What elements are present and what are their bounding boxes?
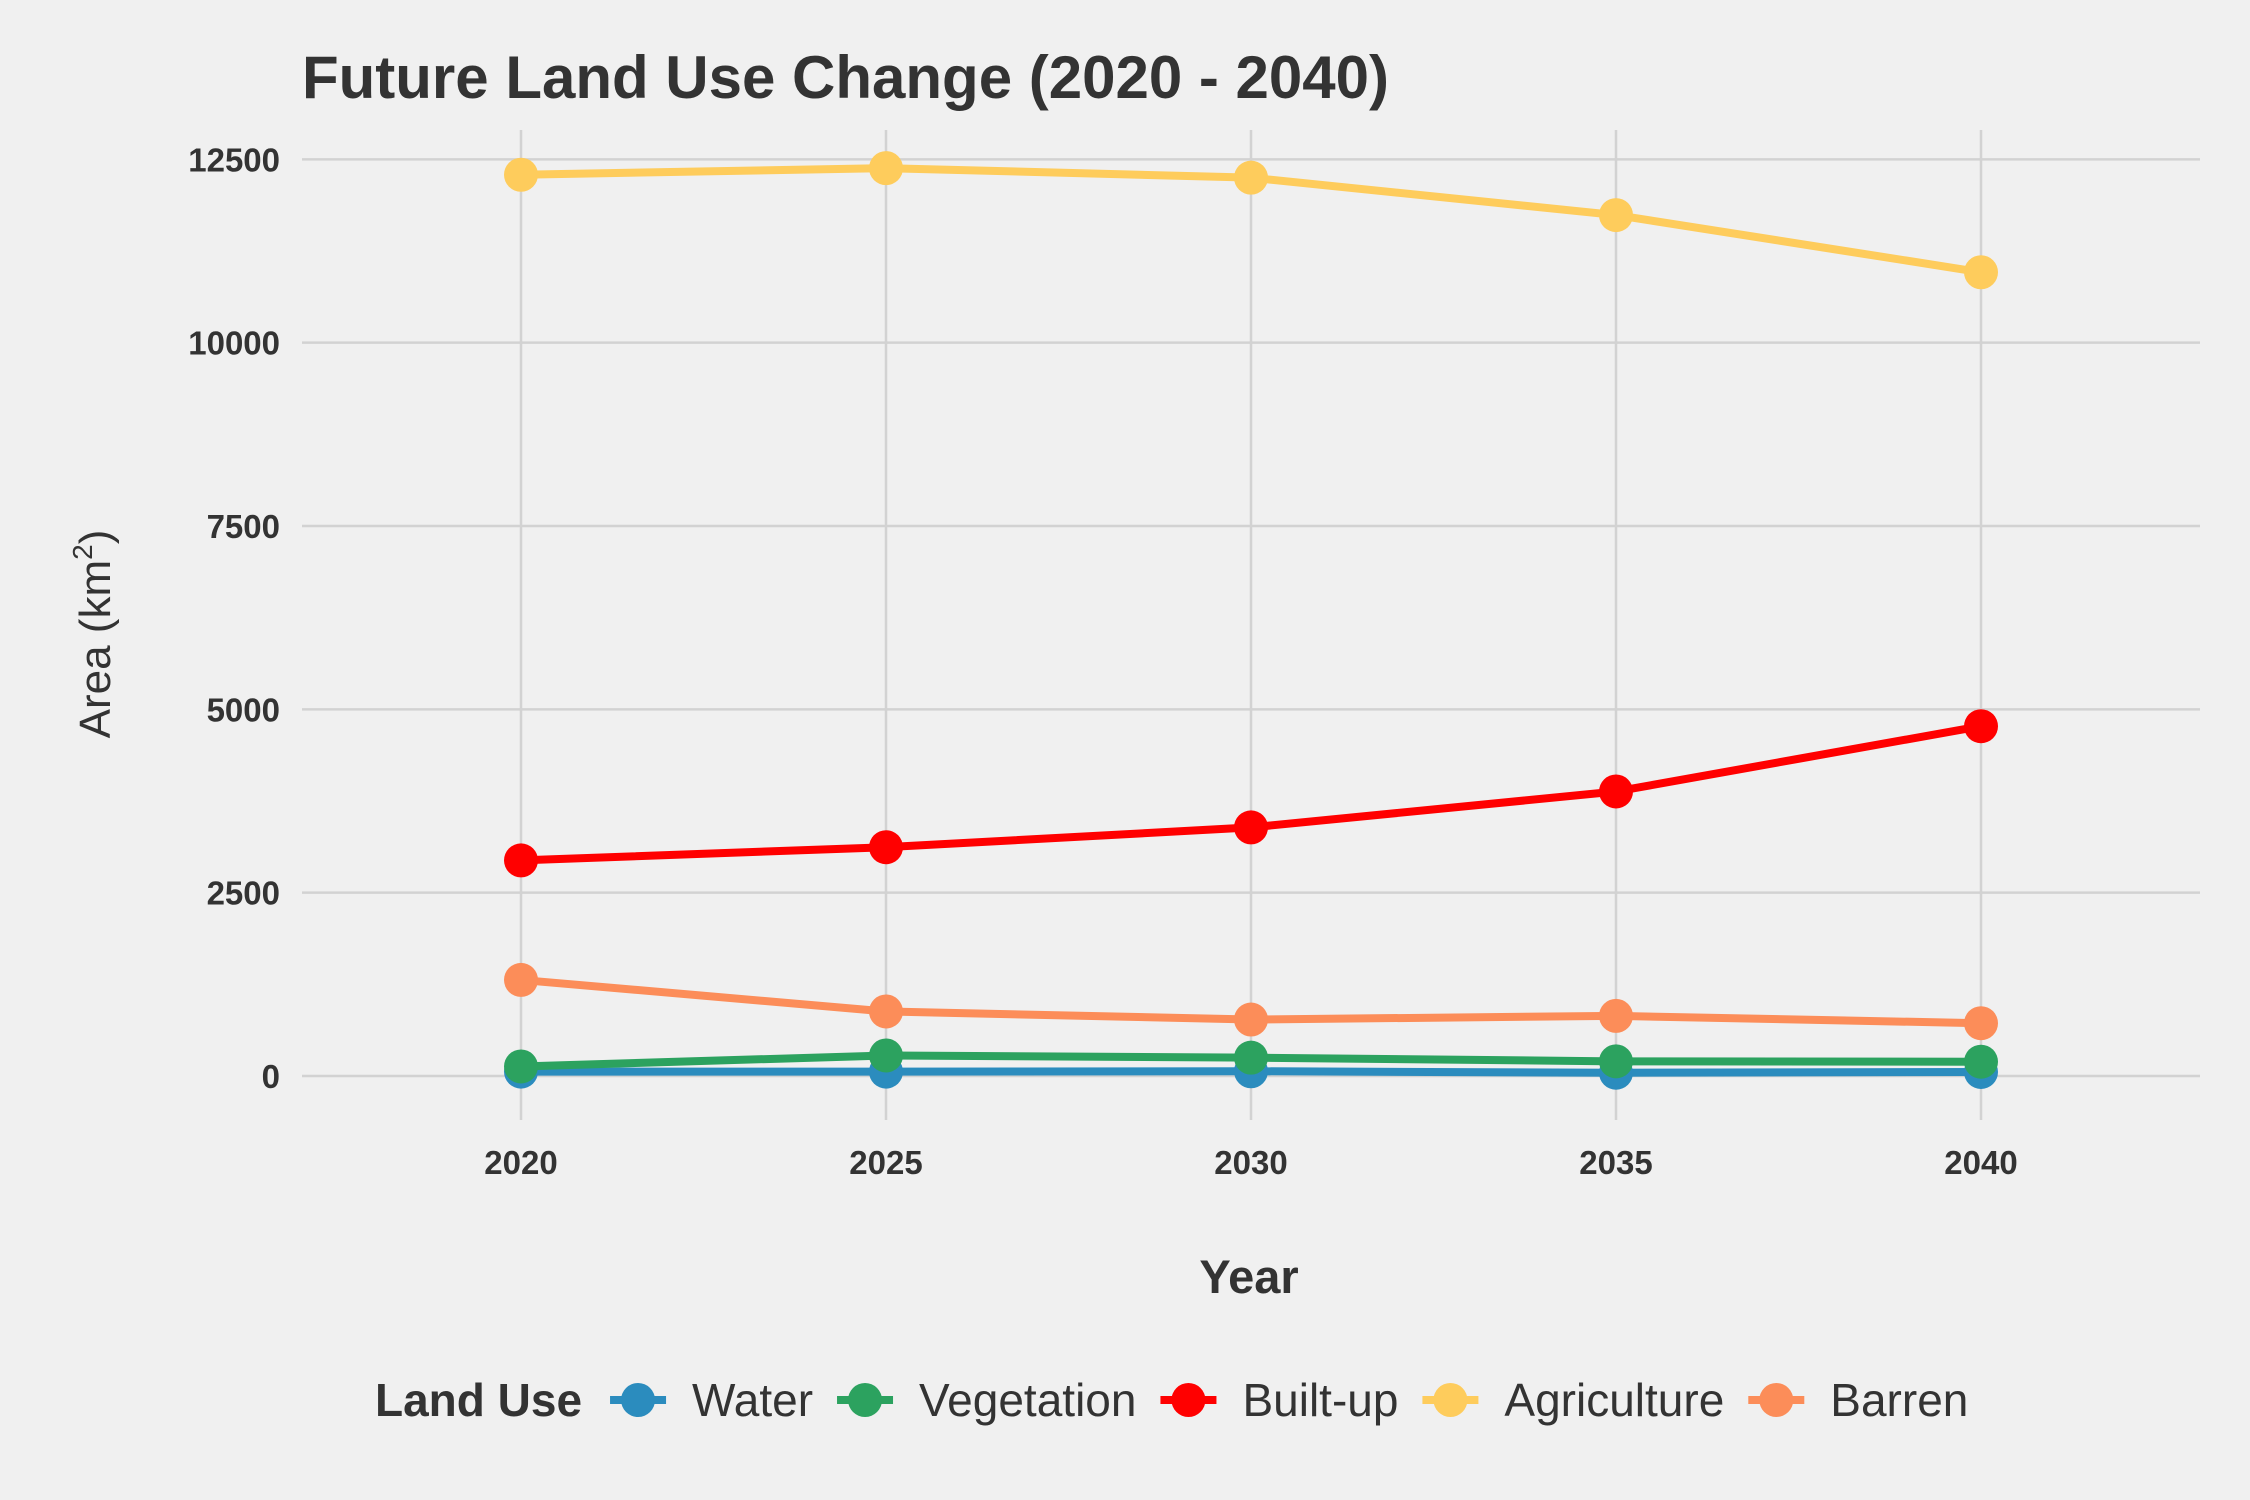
legend-key-marker [1433,1383,1468,1417]
legend-label: Water [692,1374,813,1426]
legend-key-marker [621,1383,656,1417]
data-point-built-up-2020 [504,843,538,878]
data-point-barren-2020 [504,962,538,997]
data-point-barren-2025 [869,994,903,1029]
y-tick-label: 10000 [188,325,280,362]
data-point-barren-2030 [1234,1002,1268,1037]
legend-key-marker [1171,1383,1206,1417]
legend-item-barren: Barren [1748,1374,1968,1426]
series-built-up [504,709,1998,878]
legend-key-marker [1759,1383,1794,1417]
data-point-vegetation-2040 [1964,1044,1998,1079]
legend-label: Agriculture [1504,1374,1724,1426]
legend-title: Land Use [375,1374,582,1426]
data-point-agriculture-2025 [869,151,903,186]
series-barren [504,962,1998,1041]
data-point-barren-2035 [1599,998,1633,1033]
x-axis-title: Year [1199,1250,1298,1303]
y-axis-title-text: Area (km [71,560,120,738]
data-point-agriculture-2040 [1964,255,1998,290]
y-tick-label: 2500 [207,875,280,912]
y-axis-ticks: 0 2500 5000 7500 10000 12500 [188,141,280,1095]
legend-item-water: Water [610,1374,813,1426]
series-agriculture [504,151,1998,290]
legend-item-vegetation: Vegetation [837,1374,1136,1426]
y-axis-title-close: ) [71,530,120,545]
grid [302,130,2200,1120]
data-point-vegetation-2020 [504,1049,538,1084]
y-tick-label: 5000 [207,691,280,728]
x-tick-label: 2030 [1214,1144,1287,1181]
series-layer [504,151,1998,1090]
x-tick-label: 2020 [484,1144,557,1181]
legend-label: Vegetation [919,1374,1136,1426]
legend-label: Barren [1830,1374,1968,1426]
data-point-agriculture-2035 [1599,198,1633,233]
data-point-barren-2040 [1964,1006,1998,1041]
x-tick-label: 2025 [849,1144,922,1181]
y-tick-label: 0 [262,1058,280,1095]
y-tick-label: 7500 [207,508,280,545]
data-point-agriculture-2030 [1234,160,1268,195]
data-point-vegetation-2035 [1599,1044,1633,1079]
data-point-built-up-2035 [1599,774,1633,809]
y-axis-title: Area (km2) [67,530,120,739]
legend-key-marker [848,1383,883,1417]
data-point-built-up-2030 [1234,810,1268,845]
legend: Land Use Water Vegetation Built-up Agricult… [375,1374,1968,1426]
legend-item-built-up: Built-up [1160,1374,1398,1426]
data-point-built-up-2040 [1964,709,1998,744]
x-tick-label: 2035 [1579,1144,1652,1181]
y-tick-label: 12500 [188,141,280,178]
series-vegetation [504,1038,1998,1084]
legend-item-agriculture: Agriculture [1422,1374,1724,1426]
legend-items: Water Vegetation Built-up Agriculture Barren [610,1374,1968,1426]
data-point-vegetation-2025 [869,1038,903,1073]
chart-title: Future Land Use Change (2020 - 2040) [302,44,1389,111]
x-axis-ticks: 2020 2025 2030 2035 2040 [484,1144,2017,1181]
data-point-built-up-2025 [869,830,903,865]
y-axis-title-superscript: 2 [67,544,98,560]
x-tick-label: 2040 [1944,1144,2017,1181]
data-point-agriculture-2020 [504,157,538,192]
legend-label: Built-up [1242,1374,1398,1426]
data-point-vegetation-2030 [1234,1040,1268,1075]
